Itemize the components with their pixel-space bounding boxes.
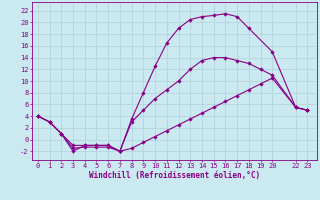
- X-axis label: Windchill (Refroidissement éolien,°C): Windchill (Refroidissement éolien,°C): [89, 171, 260, 180]
